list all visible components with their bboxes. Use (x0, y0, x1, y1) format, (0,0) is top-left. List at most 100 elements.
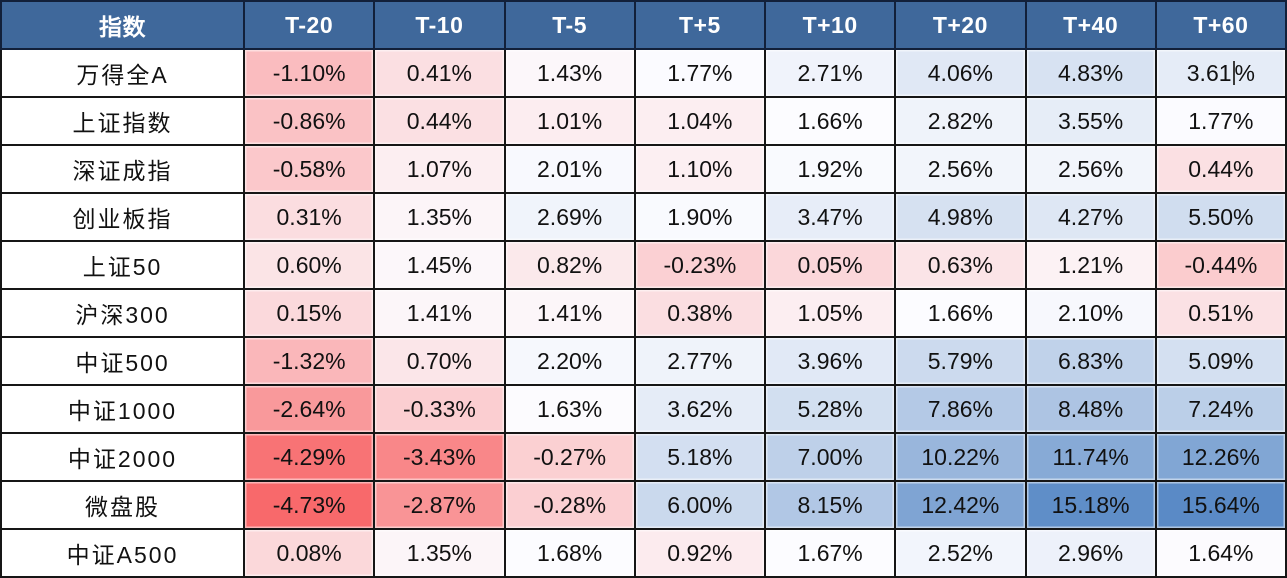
heatmap-cell[interactable]: 0.92% (633, 528, 767, 578)
heatmap-cell[interactable]: 1.66% (763, 96, 897, 146)
column-header[interactable]: T+40 (1024, 0, 1157, 50)
heatmap-cell[interactable]: 1.63% (503, 384, 636, 434)
heatmap-cell[interactable]: 1.66% (894, 288, 1027, 338)
row-label[interactable]: 中证500 (0, 336, 245, 386)
heatmap-cell[interactable]: 0.31% (242, 192, 376, 242)
heatmap-cell[interactable]: -0.23% (633, 240, 767, 290)
heatmap-cell[interactable]: 4.98% (894, 192, 1027, 242)
heatmap-cell[interactable]: 7.86% (894, 384, 1027, 434)
heatmap-cell[interactable]: -3.43% (373, 432, 506, 482)
heatmap-cell[interactable]: -0.28% (503, 480, 636, 530)
column-header[interactable]: T-20 (242, 0, 376, 50)
heatmap-cell[interactable]: 3.96% (763, 336, 897, 386)
heatmap-cell[interactable]: 0.38% (633, 288, 767, 338)
column-header[interactable]: T-10 (373, 0, 506, 50)
heatmap-cell[interactable]: -2.64% (242, 384, 376, 434)
heatmap-cell[interactable]: 1.92% (763, 144, 897, 194)
heatmap-cell[interactable]: 4.83% (1024, 48, 1157, 98)
heatmap-cell[interactable]: 0.08% (242, 528, 376, 578)
heatmap-cell[interactable]: 1.64% (1154, 528, 1287, 578)
heatmap-cell[interactable]: 2.20% (503, 336, 636, 386)
heatmap-cell[interactable]: -0.27% (503, 432, 636, 482)
heatmap-cell[interactable]: 1.07% (373, 144, 506, 194)
row-label[interactable]: 万得全A (0, 48, 245, 98)
corner-header-index[interactable]: 指数 (0, 0, 245, 50)
heatmap-cell[interactable]: 0.05% (763, 240, 897, 290)
heatmap-cell[interactable]: 2.52% (894, 528, 1027, 578)
heatmap-cell[interactable]: 1.45% (373, 240, 506, 290)
heatmap-cell[interactable]: -4.29% (242, 432, 376, 482)
row-label[interactable]: 上证指数 (0, 96, 245, 146)
heatmap-cell[interactable]: 11.74% (1024, 432, 1157, 482)
heatmap-cell[interactable]: 2.71% (763, 48, 897, 98)
row-label[interactable]: 沪深300 (0, 288, 245, 338)
heatmap-cell[interactable]: -2.87% (373, 480, 506, 530)
column-header[interactable]: T+60 (1154, 0, 1287, 50)
heatmap-cell[interactable]: 12.42% (894, 480, 1027, 530)
heatmap-cell[interactable]: 10.22% (894, 432, 1027, 482)
heatmap-cell[interactable]: 3.61% (1154, 48, 1287, 98)
heatmap-cell[interactable]: 0.44% (1154, 144, 1287, 194)
heatmap-cell[interactable]: 1.41% (373, 288, 506, 338)
heatmap-cell[interactable]: 1.77% (633, 48, 767, 98)
heatmap-cell[interactable]: 2.56% (1024, 144, 1157, 194)
heatmap-cell[interactable]: 1.05% (763, 288, 897, 338)
heatmap-cell[interactable]: 6.83% (1024, 336, 1157, 386)
row-label[interactable]: 中证2000 (0, 432, 245, 482)
heatmap-cell[interactable]: 0.70% (373, 336, 506, 386)
heatmap-cell[interactable]: 0.82% (503, 240, 636, 290)
heatmap-cell[interactable]: -0.44% (1154, 240, 1287, 290)
heatmap-cell[interactable]: 2.77% (633, 336, 767, 386)
heatmap-cell[interactable]: 1.04% (633, 96, 767, 146)
heatmap-cell[interactable]: 0.15% (242, 288, 376, 338)
heatmap-cell[interactable]: 5.09% (1154, 336, 1287, 386)
heatmap-cell[interactable]: 6.00% (633, 480, 767, 530)
heatmap-cell[interactable]: 2.10% (1024, 288, 1157, 338)
heatmap-cell[interactable]: 0.44% (373, 96, 506, 146)
heatmap-cell[interactable]: -0.86% (242, 96, 376, 146)
heatmap-cell[interactable]: 3.47% (763, 192, 897, 242)
row-label[interactable]: 微盘股 (0, 480, 245, 530)
heatmap-cell[interactable]: 2.01% (503, 144, 636, 194)
heatmap-cell[interactable]: 5.50% (1154, 192, 1287, 242)
heatmap-cell[interactable]: 0.63% (894, 240, 1027, 290)
heatmap-cell[interactable]: -0.58% (242, 144, 376, 194)
heatmap-cell[interactable]: 15.64% (1154, 480, 1287, 530)
heatmap-cell[interactable]: 4.06% (894, 48, 1027, 98)
heatmap-cell[interactable]: 1.77% (1154, 96, 1287, 146)
column-header[interactable]: T+20 (894, 0, 1027, 50)
heatmap-cell[interactable]: 1.35% (373, 192, 506, 242)
heatmap-cell[interactable]: 15.18% (1024, 480, 1157, 530)
heatmap-cell[interactable]: 1.68% (503, 528, 636, 578)
heatmap-cell[interactable]: 5.18% (633, 432, 767, 482)
heatmap-cell[interactable]: 1.01% (503, 96, 636, 146)
heatmap-cell[interactable]: 0.51% (1154, 288, 1287, 338)
heatmap-cell[interactable]: 1.41% (503, 288, 636, 338)
heatmap-cell[interactable]: 0.41% (373, 48, 506, 98)
heatmap-cell[interactable]: 12.26% (1154, 432, 1287, 482)
heatmap-cell[interactable]: 8.48% (1024, 384, 1157, 434)
row-label[interactable]: 中证1000 (0, 384, 245, 434)
row-label[interactable]: 上证50 (0, 240, 245, 290)
column-header[interactable]: T+10 (763, 0, 897, 50)
heatmap-cell[interactable]: 1.43% (503, 48, 636, 98)
heatmap-cell[interactable]: 5.28% (763, 384, 897, 434)
heatmap-cell[interactable]: 1.10% (633, 144, 767, 194)
heatmap-cell[interactable]: 2.69% (503, 192, 636, 242)
heatmap-cell[interactable]: 3.55% (1024, 96, 1157, 146)
heatmap-cell[interactable]: -1.10% (242, 48, 376, 98)
heatmap-cell[interactable]: 0.60% (242, 240, 376, 290)
heatmap-cell[interactable]: -0.33% (373, 384, 506, 434)
row-label[interactable]: 深证成指 (0, 144, 245, 194)
heatmap-cell[interactable]: 7.24% (1154, 384, 1287, 434)
heatmap-cell[interactable]: 4.27% (1024, 192, 1157, 242)
column-header[interactable]: T-5 (503, 0, 636, 50)
heatmap-cell[interactable]: 8.15% (763, 480, 897, 530)
heatmap-cell[interactable]: 7.00% (763, 432, 897, 482)
heatmap-cell[interactable]: 3.62% (633, 384, 767, 434)
column-header[interactable]: T+5 (633, 0, 767, 50)
row-label[interactable]: 创业板指 (0, 192, 245, 242)
row-label[interactable]: 中证A500 (0, 528, 245, 578)
heatmap-cell[interactable]: 2.56% (894, 144, 1027, 194)
heatmap-cell[interactable]: 1.21% (1024, 240, 1157, 290)
